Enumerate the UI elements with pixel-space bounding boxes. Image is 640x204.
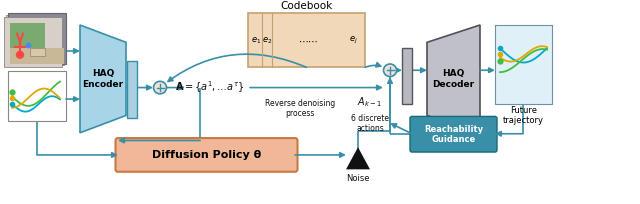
Text: 6 discrete
actions: 6 discrete actions [351, 114, 389, 133]
Polygon shape [427, 25, 480, 133]
Bar [127, 61, 137, 118]
Text: Noise: Noise [346, 174, 370, 183]
Circle shape [383, 64, 397, 76]
Text: $e_1$: $e_1$ [251, 35, 261, 46]
Text: $\cdots\cdots$: $\cdots\cdots$ [298, 35, 318, 45]
Circle shape [17, 51, 24, 58]
Polygon shape [346, 147, 370, 169]
Text: Codebook: Codebook [280, 1, 333, 11]
Text: Reverse denoising
process: Reverse denoising process [265, 99, 335, 119]
FancyBboxPatch shape [410, 116, 497, 152]
Bar [30, 48, 45, 56]
Text: HAQ
Decoder: HAQ Decoder [433, 69, 475, 89]
Text: $e_2$: $e_2$ [262, 35, 272, 46]
Text: $e_j$: $e_j$ [349, 35, 357, 46]
Circle shape [154, 81, 166, 94]
Bar [8, 13, 66, 63]
Bar [248, 12, 365, 67]
Text: Reachability
Guidance: Reachability Guidance [424, 124, 483, 144]
Text: Future
trajectory: Future trajectory [503, 106, 544, 125]
Bar [402, 48, 412, 104]
Text: Diffusion Policy θ: Diffusion Policy θ [152, 150, 261, 160]
Text: $\mathbf{A} = \{a^1,\ldots a^\tau\}$: $\mathbf{A} = \{a^1,\ldots a^\tau\}$ [175, 80, 244, 95]
Polygon shape [80, 25, 126, 133]
Bar [495, 25, 552, 104]
Text: $A_{k-1}$: $A_{k-1}$ [357, 95, 383, 109]
Bar [8, 13, 66, 63]
Bar [10, 23, 45, 50]
Bar [10, 48, 64, 63]
Bar [4, 17, 62, 67]
Bar [8, 71, 66, 121]
FancyBboxPatch shape [115, 138, 298, 172]
Text: HAQ
Encoder: HAQ Encoder [83, 69, 124, 89]
Bar [6, 15, 64, 65]
